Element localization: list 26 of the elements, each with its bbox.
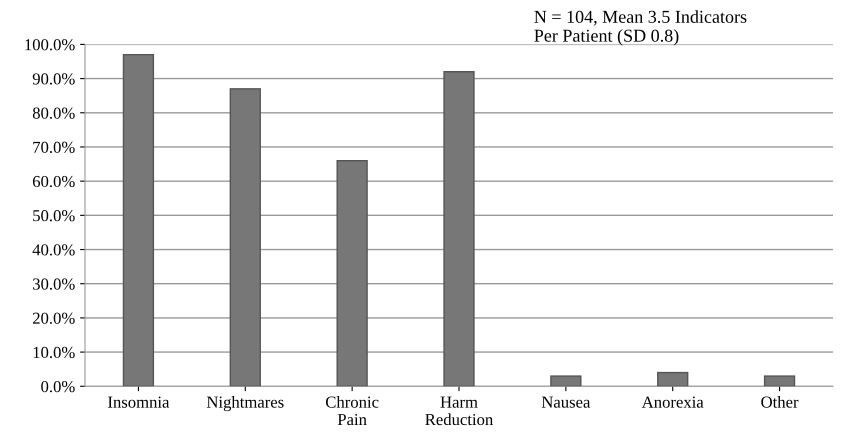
x-tick-label: Nightmares [206,396,284,412]
bar [550,375,582,386]
y-tick-label: 70.0% [33,142,75,153]
bar [443,71,475,386]
y-tick-label: 20.0% [32,312,75,324]
y-tick-label: 90.0% [32,73,75,85]
annotation: N = 104, Mean 3.5 Indicators Per Patient (SD 0.8) [534,10,746,46]
bar [764,375,796,386]
y-tick-label: 10.0% [34,346,75,358]
y-tick-label: 30.0% [33,278,75,290]
x-tick-label: Nausea [542,396,590,408]
x-tick-label: Insomnia [108,396,170,408]
y-tick-label: 50.0% [33,210,75,222]
y-tick-label: 0.0% [41,380,75,392]
y-tick-label: 40.0% [32,244,75,256]
x-tick-label: Anorexia [642,396,704,408]
bar [657,372,688,386]
bar [230,88,261,386]
y-tick-label: 80.0% [32,107,75,119]
x-tick-label: Other [761,396,798,408]
bar [122,54,154,386]
x-tick-label: Harm Reduction [425,396,493,426]
bar [336,160,368,386]
x-tick-label: Chronic Pain [326,396,378,426]
y-tick-label: 60.0% [32,176,75,188]
y-tick-label: 100.0% [25,39,75,50]
